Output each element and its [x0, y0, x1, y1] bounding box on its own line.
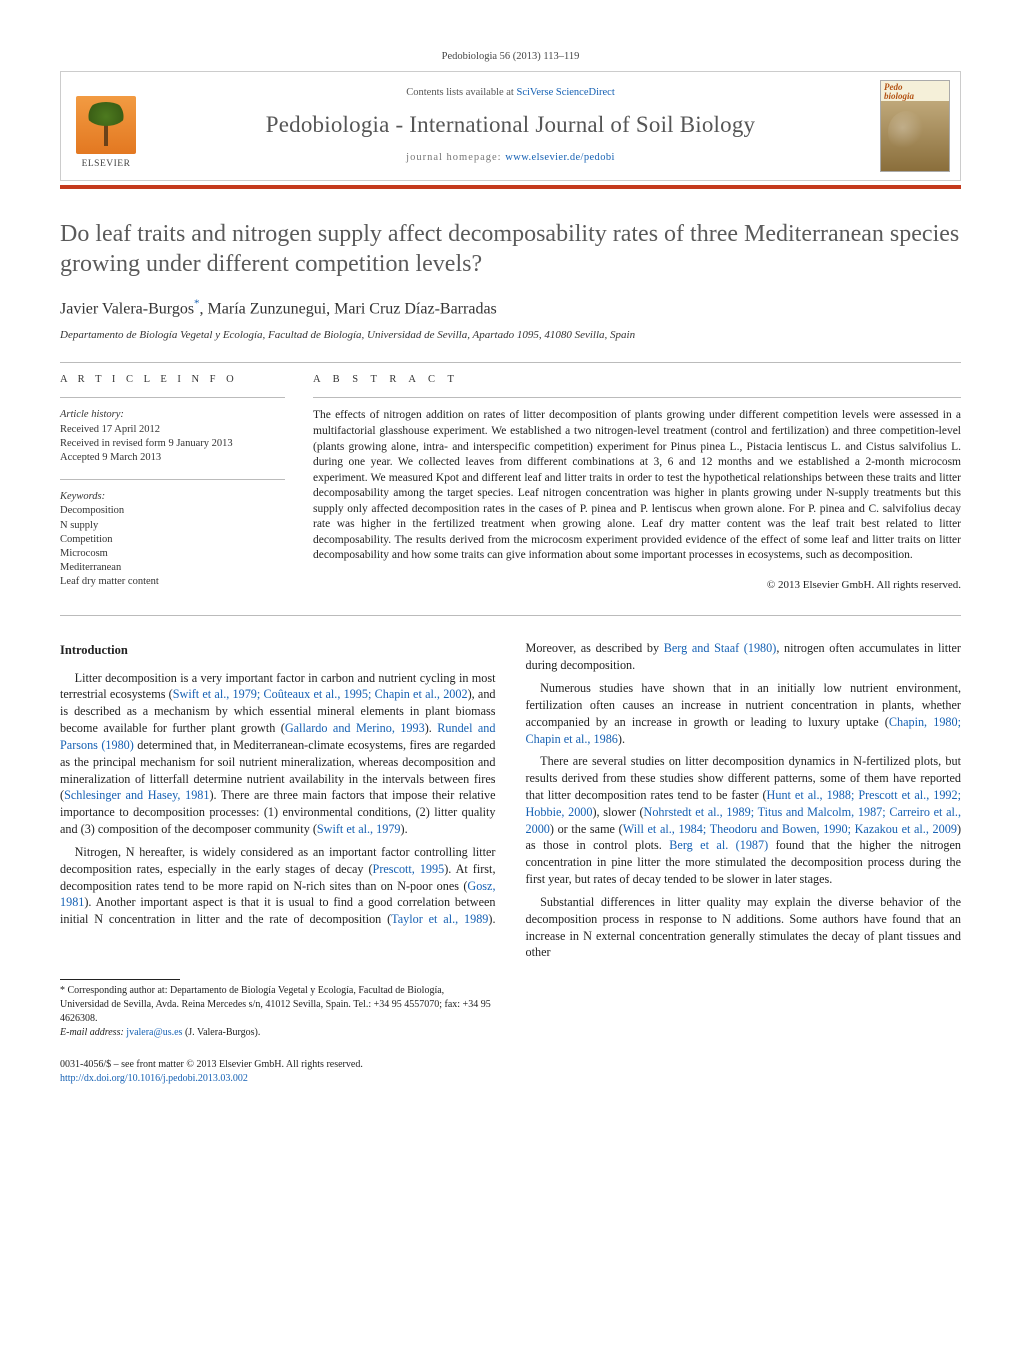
keywords-block: Keywords: Decomposition N supply Competi…	[60, 490, 285, 589]
intro-para-3: Numerous studies have shown that in an i…	[526, 680, 962, 747]
keyword-1: N supply	[60, 519, 285, 533]
contents-prefix: Contents lists available at	[406, 87, 516, 98]
issn-doi-block: 0031-4056/$ – see front matter © 2013 El…	[60, 1058, 496, 1086]
banner-underline	[60, 185, 961, 189]
authors-rest: , María Zunzunegui, Mari Cruz Díaz-Barra…	[200, 300, 497, 317]
journal-name: Pedobiologia - International Journal of …	[159, 109, 862, 141]
author-list: Javier Valera-Burgos*, María Zunzunegui,…	[60, 297, 961, 321]
journal-homepage-link[interactable]: www.elsevier.de/pedobi	[505, 152, 615, 163]
running-head: Pedobiologia 56 (2013) 113–119	[60, 50, 961, 65]
t: ).	[401, 822, 408, 836]
author-1: Javier Valera-Burgos	[60, 300, 194, 317]
abstract-column: A B S T R A C T The effects of nitrogen …	[313, 373, 961, 604]
keyword-5: Leaf dry matter content	[60, 575, 285, 589]
rule-above-meta	[60, 362, 961, 363]
email-footnote: E-mail address: jvalera@us.es (J. Valera…	[60, 1026, 496, 1040]
cite-prescott-1995[interactable]: Prescott, 1995	[373, 862, 445, 876]
body-two-column: Introduction Litter decomposition is a v…	[60, 640, 961, 961]
t: ).	[425, 721, 438, 735]
sciencedirect-link[interactable]: SciVerse ScienceDirect	[516, 87, 614, 98]
corresponding-email-link[interactable]: jvalera@us.es	[126, 1027, 182, 1038]
rule-info-2	[60, 479, 285, 480]
history-accepted: Accepted 9 March 2013	[60, 451, 285, 465]
intro-para-5: Substantial differences in litter qualit…	[526, 894, 962, 961]
cite-swift-1979b[interactable]: Swift et al., 1979	[317, 822, 401, 836]
footnotes: * Corresponding author at: Departamento …	[60, 979, 496, 1040]
history-label: Article history:	[60, 408, 285, 422]
rule-below-abstract	[60, 615, 961, 616]
t: ) or the same (	[550, 822, 623, 836]
cite-berg-staaf-1980[interactable]: Berg and Staaf (1980)	[664, 641, 777, 655]
corresponding-author-footnote: * Corresponding author at: Departamento …	[60, 984, 496, 1026]
journal-cover-thumb: Pedo biologia	[880, 80, 950, 172]
keyword-0: Decomposition	[60, 504, 285, 518]
section-heading-introduction: Introduction	[60, 642, 496, 659]
article-title: Do leaf traits and nitrogen supply affec…	[60, 219, 961, 279]
keyword-3: Microcosm	[60, 547, 285, 561]
t: to be more rapid on N-rich sites than on…	[189, 879, 468, 893]
article-info-column: A R T I C L E I N F O Article history: R…	[60, 373, 285, 604]
issn-line: 0031-4056/$ – see front matter © 2013 El…	[60, 1058, 496, 1072]
publisher-name: ELSEVIER	[82, 158, 131, 171]
footnote-rule	[60, 979, 180, 980]
journal-banner: ELSEVIER Contents lists available at Sci…	[60, 71, 961, 181]
cover-image-icon	[881, 101, 949, 171]
corresponding-text: Corresponding author at: Departamento de…	[60, 985, 491, 1024]
abstract-heading: A B S T R A C T	[313, 373, 961, 388]
meta-abstract-row: A R T I C L E I N F O Article history: R…	[60, 373, 961, 604]
intro-para-4: There are several studies on litter deco…	[526, 753, 962, 888]
affiliation: Departamento de Biología Vegetal y Ecolo…	[60, 328, 961, 343]
doi-link[interactable]: http://dx.doi.org/10.1016/j.pedobi.2013.…	[60, 1073, 248, 1084]
article-history: Article history: Received 17 April 2012 …	[60, 408, 285, 465]
history-received: Received 17 April 2012	[60, 423, 285, 437]
cover-label-2: biologia	[884, 91, 914, 101]
t: ), slower (	[593, 805, 644, 819]
email-tail: (J. Valera-Burgos).	[182, 1027, 260, 1038]
elsevier-tree-icon	[76, 96, 136, 154]
t: ).	[618, 732, 625, 746]
rule-abs-1	[313, 397, 961, 398]
keywords-label: Keywords:	[60, 490, 285, 504]
cite-swift-1979[interactable]: Swift et al., 1979; Coûteaux et al., 199…	[173, 687, 468, 701]
journal-homepage-line: journal homepage: www.elsevier.de/pedobi	[159, 151, 862, 166]
homepage-prefix: journal homepage:	[406, 152, 505, 163]
history-revised: Received in revised form 9 January 2013	[60, 437, 285, 451]
cite-will-1984[interactable]: Will et al., 1984; Theodoru and Bowen, 1…	[623, 822, 957, 836]
cite-gallardo-1993[interactable]: Gallardo and Merino, 1993	[285, 721, 425, 735]
banner-center: Contents lists available at SciVerse Sci…	[151, 72, 870, 180]
copyright-line: © 2013 Elsevier GmbH. All rights reserve…	[313, 578, 961, 593]
contents-available-line: Contents lists available at SciVerse Sci…	[159, 86, 862, 101]
cite-taylor-1989[interactable]: Taylor et al., 1989	[391, 912, 488, 926]
intro-para-1: Litter decomposition is a very important…	[60, 670, 496, 838]
article-info-heading: A R T I C L E I N F O	[60, 373, 285, 388]
keyword-2: Competition	[60, 533, 285, 547]
email-label: E-mail address:	[60, 1027, 126, 1038]
rule-info-1	[60, 397, 285, 398]
abstract-text: The effects of nitrogen addition on rate…	[313, 408, 961, 563]
publisher-logo-block: ELSEVIER	[61, 72, 151, 180]
keyword-4: Mediterranean	[60, 561, 285, 575]
banner-right: Pedo biologia	[870, 72, 960, 180]
cite-berg-1987[interactable]: Berg et al. (1987)	[669, 838, 768, 852]
cite-schlesinger-1981[interactable]: Schlesinger and Hasey, 1981	[64, 788, 209, 802]
